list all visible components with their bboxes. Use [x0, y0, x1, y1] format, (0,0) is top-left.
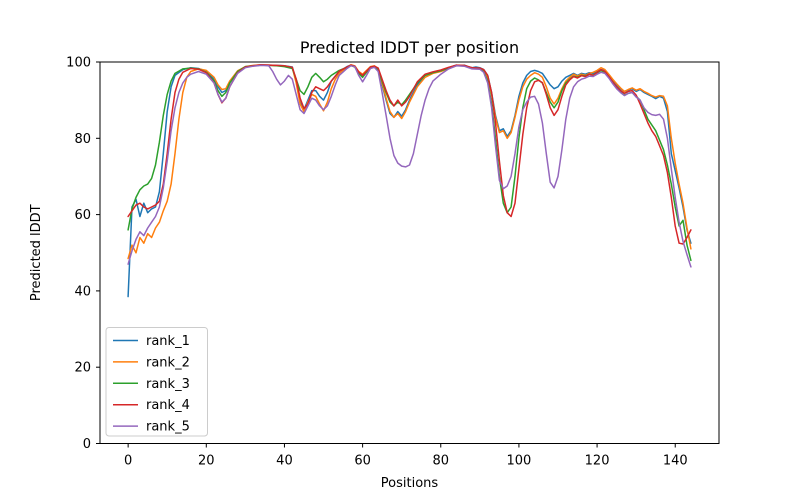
series-line-rank_2 [127, 63, 692, 260]
y-axis-label: Predicted lDDT [29, 204, 44, 301]
x-axis-ticks: 0 20 40 60 80 100 120 140 [124, 443, 688, 469]
x-tick-label: 60 [354, 454, 371, 469]
x-tick-label: 40 [276, 454, 293, 469]
series-line-rank_5 [127, 64, 692, 268]
x-tick-label: 80 [432, 454, 449, 469]
legend: rank_1 rank_2 rank_3 rank_4 rank_5 [105, 327, 208, 437]
legend-box [105, 327, 208, 437]
y-tick-label: 40 [74, 284, 91, 299]
x-tick-label: 100 [507, 454, 532, 469]
x-tick-label: 140 [663, 454, 688, 469]
legend-label-rank_4: rank_4 [146, 398, 190, 413]
x-tick-label: 20 [198, 454, 215, 469]
y-tick-label: 60 [74, 208, 91, 223]
legend-label-rank_3: rank_3 [146, 377, 190, 392]
legend-label-rank_1: rank_1 [146, 334, 190, 349]
x-axis-label: Positions [381, 476, 439, 491]
y-tick-label: 0 [83, 437, 91, 452]
y-tick-label: 80 [74, 132, 91, 147]
series-line-rank_1 [127, 64, 692, 298]
x-tick-label: 0 [124, 454, 132, 469]
y-tick-label: 20 [74, 361, 91, 376]
series-lines [127, 63, 692, 298]
plot-border [99, 61, 720, 444]
series-line-rank_4 [127, 63, 692, 245]
chart-title: Predicted lDDT per position [300, 38, 519, 57]
y-axis-ticks: 0 20 40 60 80 100 [66, 56, 100, 452]
x-tick-label: 120 [585, 454, 610, 469]
legend-label-rank_5: rank_5 [146, 420, 190, 435]
legend-label-rank_2: rank_2 [146, 355, 190, 370]
y-tick-label: 100 [66, 56, 91, 71]
